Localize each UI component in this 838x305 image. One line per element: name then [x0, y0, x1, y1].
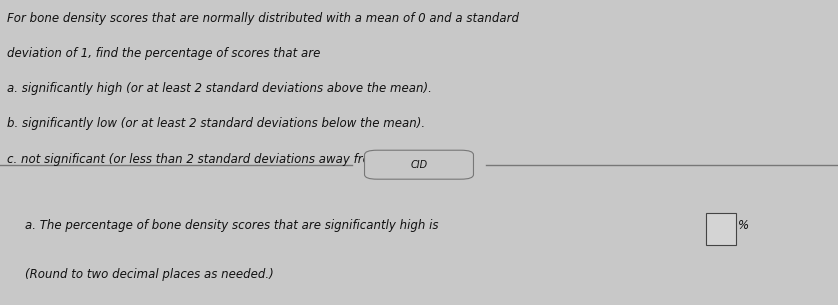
Text: deviation of 1, find the percentage of scores that are: deviation of 1, find the percentage of s…: [7, 47, 320, 60]
Text: b. significantly low (or at least 2 standard deviations below the mean).: b. significantly low (or at least 2 stan…: [7, 117, 425, 131]
Text: c. not significant (or less than 2 standard deviations away from the mean).: c. not significant (or less than 2 stand…: [7, 152, 450, 166]
Text: a. significantly high (or at least 2 standard deviations above the mean).: a. significantly high (or at least 2 sta…: [7, 82, 432, 95]
Text: CID: CID: [411, 160, 427, 170]
FancyBboxPatch shape: [706, 213, 736, 245]
Text: %: %: [737, 219, 748, 232]
FancyBboxPatch shape: [365, 150, 473, 179]
Text: a. The percentage of bone density scores that are significantly high is: a. The percentage of bone density scores…: [25, 219, 438, 232]
Text: (Round to two decimal places as needed.): (Round to two decimal places as needed.): [25, 268, 274, 281]
Text: For bone density scores that are normally distributed with a mean of 0 and a sta: For bone density scores that are normall…: [7, 12, 519, 25]
